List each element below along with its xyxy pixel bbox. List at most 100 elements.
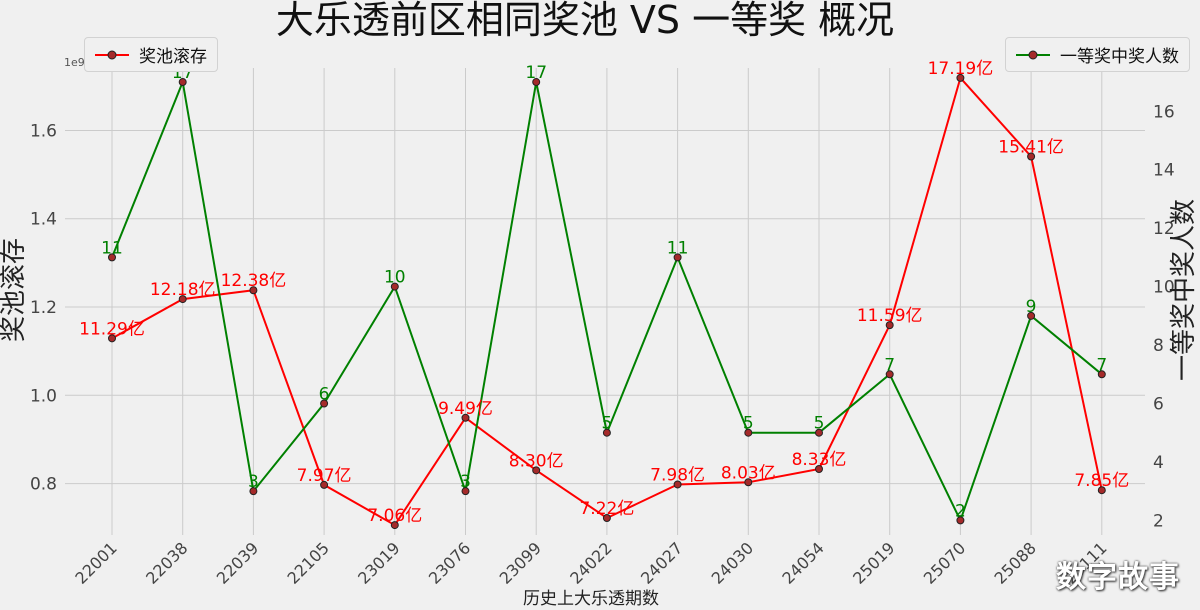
pool-point [461,413,470,422]
winners-data-label: 5 [601,414,612,434]
x-tick-label: 22105 [283,538,332,587]
x-tick-label: 22001 [71,538,120,587]
winners-point [1097,370,1106,379]
x-tick-label: 24022 [566,538,615,587]
pool-data-label: 7.06亿 [367,506,422,526]
winners-point [320,399,329,408]
y-left-tick-label: 1.6 [30,121,57,141]
pool-data-label: 11.29亿 [79,319,145,339]
legend-right-swatch [1016,50,1050,59]
x-axis-label: 历史上大乐透期数 [523,589,659,609]
pool-point [1027,152,1036,161]
pool-data-label: 11.59亿 [857,306,923,326]
x-tick-label: 22039 [213,538,262,587]
legend-right-label: 一等奖中奖人数 [1060,47,1179,67]
pool-point [602,514,611,523]
pool-point [744,478,753,487]
y-right-tick-label: 14 [1153,161,1175,181]
winners-data-label: 7 [1096,355,1107,375]
pool-data-label: 9.49亿 [438,399,493,419]
pool-point [1097,486,1106,495]
x-tick-label: 24054 [778,538,827,587]
y-right-tick-label: 10 [1153,278,1175,298]
winners-data-label: 9 [1026,297,1037,317]
pool-data-label: 8.30亿 [509,451,564,471]
winners-point [532,78,541,87]
y-axis-right-label: 一等奖中奖人数 [1169,199,1199,381]
pool-point [390,521,399,530]
x-tick-label: 25070 [920,538,969,587]
winners-point [249,487,258,496]
pool-data-label: 12.18亿 [150,280,216,300]
pool-point [956,73,965,82]
x-tick-label: 25019 [849,538,898,587]
y-right-tick-label: 16 [1153,102,1175,122]
chart-title: 大乐透前区相同奖池 VS 一等奖 概况 [276,0,894,42]
winners-point [108,253,116,262]
pool-data-label: 8.33亿 [792,450,847,470]
legend-left: 奖池滚存 [84,37,218,72]
pool-point [320,480,329,489]
pool-point [815,465,823,474]
y-left-tick-label: 1.0 [30,386,57,406]
x-tick-label: 22038 [142,538,191,587]
winners-point [956,516,965,525]
pool-point [532,466,541,475]
pool-data-label: 7.97亿 [297,466,352,486]
winners-point [461,487,470,496]
left-axis-scale-label: 1e9 [64,56,85,69]
legend-left-label: 奖池滚存 [139,47,207,67]
winners-data-label: 7 [884,355,895,375]
winners-point [178,78,187,87]
pool-point [178,295,187,304]
winners-point [815,428,823,437]
pool-data-label: 15.41亿 [998,138,1064,158]
winners-data-label: 3 [248,472,259,492]
pool-point [673,480,682,489]
pool-point [885,321,894,330]
winners-data-label: 6 [319,384,330,404]
x-tick-label: 25088 [990,538,1039,587]
winners-data-label: 11 [101,238,123,258]
y-left-tick-label: 1.2 [30,298,57,318]
winners-data-label: 17 [525,63,547,83]
y-left-tick-label: 0.8 [30,475,57,495]
winners-data-label: 11 [667,238,689,258]
winners-point [602,428,611,437]
x-tick-label: 23076 [425,538,474,587]
y-right-tick-label: 12 [1153,219,1175,239]
pool-data-label: 12.38亿 [221,271,287,291]
pool-data-label: 7.98亿 [650,465,705,485]
y-axis-left-label: 奖池滚存 [0,238,29,342]
y-left-tick-label: 1.4 [30,210,57,230]
winners-point [390,282,399,291]
winners-data-label: 2 [955,501,966,521]
legend-left-swatch [95,50,129,59]
legend-right: 一等奖中奖人数 [1005,37,1190,72]
series-group [108,73,1106,530]
grid-group [65,68,1145,535]
winners-point [1027,311,1036,320]
winners-point [744,428,753,437]
winners-data-label: 5 [814,414,825,434]
winners-point [673,253,682,262]
winners-data-label: 10 [384,268,406,288]
y-right-tick-label: 4 [1153,453,1164,473]
pool-point [249,286,258,295]
pool-data-label: 8.03亿 [721,463,776,483]
plot-area [65,68,1145,535]
pool-data-label: 7.22亿 [579,499,634,519]
y-right-tick-label: 2 [1153,511,1164,531]
winners-point [885,370,894,379]
y-right-tick-label: 6 [1153,394,1164,414]
x-tick-label: 24027 [637,538,686,587]
y-right-tick-label: 8 [1153,336,1164,356]
winners-data-label: 3 [460,472,471,492]
winners-data-label: 5 [743,414,754,434]
pool-data-label: 17.19亿 [928,59,994,79]
x-tick-label: 23099 [496,538,545,587]
pool-point [108,334,116,343]
